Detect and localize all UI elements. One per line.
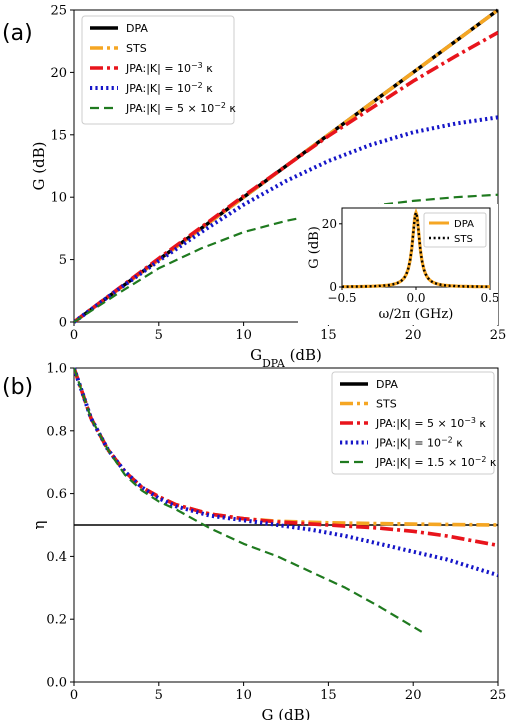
legend-entry: STS [376,398,397,411]
inset-x-axis-label: ω/2π (GHz) [379,307,454,322]
x-tick-label: 5 [155,688,163,703]
legend-entry: DPA [126,22,148,35]
series-line-1 [74,8,498,324]
legend-box [81,15,235,125]
x-tick-label: 10 [235,688,252,703]
inset-x-tick-label: 0.0 [406,291,425,305]
series-line-2 [74,30,498,324]
y-tick-label: 0.6 [46,487,67,502]
legend-box [331,371,495,475]
y-tick-label: 5 [59,253,67,268]
series-line-4 [74,193,498,323]
legend-entry: JPA:|K| = 5 × 10−3 κ [375,416,486,431]
legend-entry: JPA:|K| = 1.5 × 10−2 κ [375,455,497,470]
inset-legend-entry: DPA [454,219,474,230]
series-group [74,367,498,633]
y-tick-label: 0 [59,316,67,331]
y-tick-label: 0.2 [46,613,67,628]
x-tick-label: 25 [490,328,507,343]
series-group [74,8,498,324]
x-tick-label: 5 [155,328,163,343]
y-tick-label: 0.4 [46,550,67,565]
legend-entry: JPA:|K| = 10−2 κ [125,81,213,96]
x-tick-label: 0 [70,328,78,343]
x-axis-label: GDPA (dB) [250,346,322,370]
x-tick-label: 20 [405,688,422,703]
inset-y-tick-label: 20 [322,217,337,231]
y-tick-label: 15 [50,128,67,143]
legend-entry: JPA:|K| = 5 × 10−2 κ [125,101,236,116]
inset-y-tick-label: 0 [329,280,337,294]
inset-legend-entry: STS [454,234,473,245]
y-tick-label: 0.8 [46,424,67,439]
x-tick-label: 0 [70,688,78,703]
x-axis-label: G (dB) [261,706,310,720]
y-tick-label: 1.0 [46,362,67,377]
legend-entry: STS [126,42,147,55]
y-tick-label: 10 [50,191,67,206]
y-axis-label: η [30,521,48,530]
x-tick-label: 10 [235,328,252,343]
x-tick-label: 20 [405,328,422,343]
inset-chart: −0.5 0.0 0.5 0 20 ω/2π (GHz) G (dB) DPA STS [298,204,500,325]
x-tick-label: 15 [320,328,337,343]
panel-label-a: (a) [2,21,33,46]
series-line-4 [74,367,423,633]
inset-y-axis-label: G (dB) [307,226,322,269]
inset-x-tick-label: 0.5 [480,291,499,305]
y-tick-label: 25 [50,4,67,19]
series-line-3 [74,115,498,324]
inset-series-line-1 [342,209,490,288]
chart-panel-b: 0 5 10 15 20 25 0.0 0.2 0.4 0.6 0.8 1.0 G (dB) η DPA ST… [30,362,506,720]
y-tick-label: 0.0 [46,676,67,691]
chart-panel-a: 0 5 10 15 20 25 0 5 10 15 20 25 GDPA (dB) G (dB) DPA ST… [30,4,506,370]
y-tick-label: 20 [50,66,67,81]
x-tick-label: 25 [490,688,507,703]
legend-entry: DPA [376,378,398,391]
panel-label-b: (b) [2,375,33,400]
y-axis-label: G (dB) [30,141,48,190]
legend-entry: JPA:|K| = 10−2 κ [375,435,463,450]
plot-frame [73,9,499,323]
x-tick-label: 15 [320,688,337,703]
inset-x-tick-label: −0.5 [327,291,356,305]
legend-entry: JPA:|K| = 10−3 κ [125,61,213,76]
